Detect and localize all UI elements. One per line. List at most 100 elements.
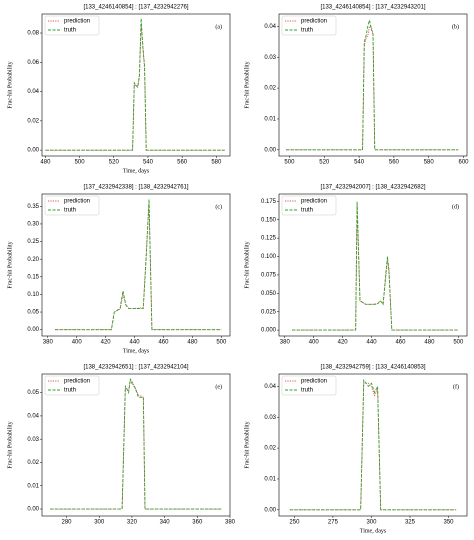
x-tick-label: 275	[328, 520, 339, 526]
plot-frame	[41, 13, 231, 157]
panel: [133_4246140854] : [137_4232943201] 500 52…	[244, 5, 469, 166]
x-tick-label: 325	[405, 520, 416, 526]
legend-label: prediction	[64, 199, 90, 205]
series-line	[45, 25, 225, 151]
x-tick-label: 320	[127, 520, 138, 526]
legend-label: truth	[301, 28, 313, 34]
series-line	[55, 199, 222, 331]
x-tick-label: 250	[289, 520, 300, 526]
y-tick-label: 0.01	[264, 117, 276, 123]
y-tick-label: 0.01	[27, 483, 39, 489]
series-line	[292, 205, 459, 331]
y-tick-label: 0.03	[264, 415, 276, 421]
series-line	[289, 382, 457, 511]
y-axis-label: Frac-hit Probability	[244, 421, 250, 468]
y-tick-label: 0.100	[261, 254, 277, 260]
x-tick-label: 440	[367, 340, 378, 346]
series-line	[55, 202, 222, 331]
legend-label: prediction	[64, 19, 90, 25]
y-tick-label: 0.00	[27, 148, 39, 154]
chart-title: [133_4246140854] : [137_4232943201]	[320, 5, 425, 11]
y-axis-label: Frac-hit Probability	[7, 421, 13, 468]
series-line	[45, 18, 225, 151]
legend: prediction truth	[44, 195, 100, 216]
panel-label: (f)	[453, 383, 459, 390]
legend: prediction truth	[281, 195, 337, 216]
x-tick-label: 300	[94, 520, 105, 526]
y-tick-label: 0.00	[264, 507, 276, 513]
x-tick-label: 300	[366, 520, 377, 526]
chart-title: [138_4232942759] : [133_4246140853]	[320, 365, 425, 371]
x-tick-label: 580	[424, 160, 435, 166]
x-tick-label: 380	[225, 520, 236, 526]
series-line	[289, 378, 457, 511]
chart-title: [137_4232942007] : [138_4232942682]	[320, 185, 425, 191]
y-tick-label: 0.02	[27, 118, 39, 124]
y-tick-label: 0.35	[27, 204, 39, 210]
panel: [137_4232942007] : [138_4232942682] 380 40…	[244, 185, 468, 346]
y-tick-label: 0.30	[27, 222, 39, 228]
x-tick-label: 480	[187, 340, 198, 346]
series-line	[50, 378, 222, 510]
x-tick-label: 560	[389, 160, 400, 166]
plot-frame	[278, 373, 468, 517]
legend-label: truth	[301, 388, 313, 394]
x-tick-label: 380	[280, 340, 291, 346]
y-tick-label: 0.20	[27, 257, 39, 263]
x-axis-label: Time, days	[123, 168, 150, 174]
panel-label: (d)	[452, 203, 459, 210]
panel: [138_4232942651] : [137_4232942104] 280 30…	[7, 365, 235, 526]
x-tick-label: 340	[160, 520, 171, 526]
y-tick-label: 0.03	[27, 437, 39, 443]
x-tick-label: 520	[319, 160, 330, 166]
x-tick-label: 500	[216, 340, 227, 346]
y-axis-label: Frac-hit Probability	[7, 241, 13, 288]
x-tick-label: 560	[177, 160, 188, 166]
x-tick-label: 500	[75, 160, 86, 166]
y-tick-label: 0.125	[261, 236, 277, 242]
series-line	[50, 380, 222, 510]
legend: prediction truth	[44, 375, 100, 396]
x-tick-label: 420	[101, 340, 112, 346]
y-tick-label: 0.05	[27, 390, 39, 396]
y-tick-label: 0.10	[27, 292, 39, 298]
y-tick-label: 0.05	[27, 310, 39, 316]
x-tick-label: 400	[309, 340, 320, 346]
legend: prediction truth	[281, 375, 337, 396]
plot-frame	[278, 193, 468, 337]
y-tick-label: 0.03	[264, 55, 276, 61]
y-axis-label: Frac-hit Probability	[244, 241, 250, 288]
legend-label: prediction	[301, 379, 327, 385]
x-tick-label: 540	[143, 160, 154, 166]
plot-frame	[41, 373, 231, 517]
x-tick-label: 520	[109, 160, 120, 166]
series-line	[285, 20, 459, 151]
y-tick-label: 0.01	[264, 477, 276, 483]
x-tick-label: 580	[211, 160, 222, 166]
x-tick-label: 460	[158, 340, 169, 346]
x-tick-label: 420	[338, 340, 349, 346]
legend-label: prediction	[301, 19, 327, 25]
x-tick-label: 480	[424, 340, 435, 346]
panel-label: (a)	[215, 23, 222, 30]
plot-frame	[41, 193, 231, 337]
series-line	[285, 25, 459, 151]
y-tick-label: 0.06	[27, 60, 39, 66]
x-tick-label: 460	[395, 340, 406, 346]
y-tick-label: 0.050	[261, 291, 277, 297]
y-tick-label: 0.04	[264, 24, 276, 30]
legend-label: truth	[64, 388, 76, 394]
legend: prediction truth	[44, 15, 100, 36]
x-tick-label: 400	[72, 340, 83, 346]
y-tick-label: 0.02	[264, 86, 276, 92]
x-tick-label: 540	[354, 160, 365, 166]
y-tick-label: 0.00	[264, 147, 276, 153]
y-tick-label: 0.00	[27, 327, 39, 333]
y-tick-label: 0.04	[27, 89, 39, 95]
x-tick-label: 480	[40, 160, 51, 166]
y-tick-label: 0.04	[27, 413, 39, 419]
panel-label: (c)	[215, 203, 222, 210]
y-tick-label: 0.025	[261, 309, 277, 315]
y-tick-label: 0.175	[261, 199, 277, 205]
